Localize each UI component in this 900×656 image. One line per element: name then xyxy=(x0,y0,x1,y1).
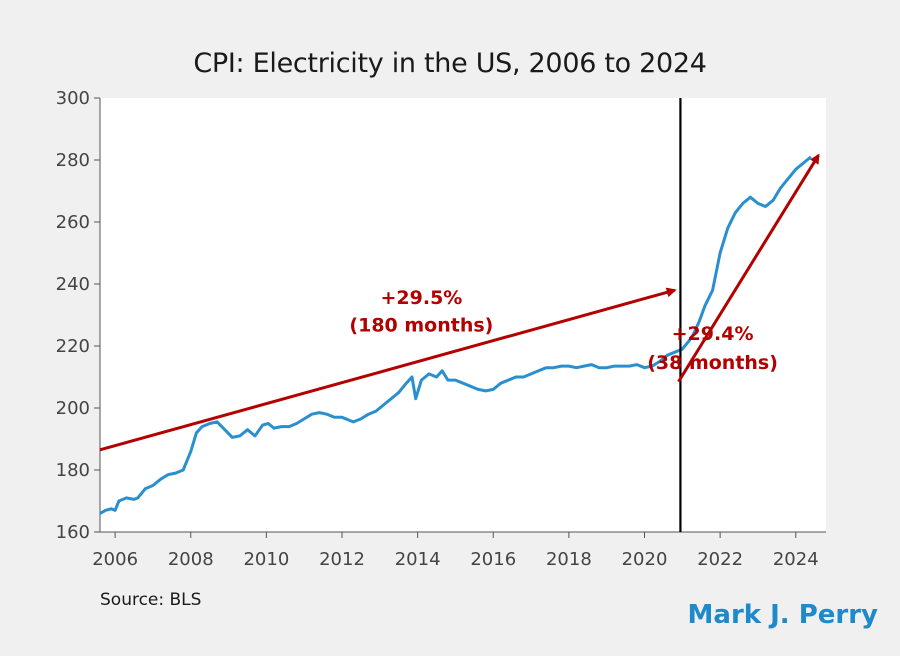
series-line xyxy=(99,155,812,515)
y-tick: 160 xyxy=(56,522,100,543)
y-tick: 260 xyxy=(56,212,100,233)
x-tick: 2010 xyxy=(243,532,289,570)
y-tick-label: 220 xyxy=(56,336,90,357)
chart-title: CPI: Electricity in the US, 2006 to 2024 xyxy=(193,48,707,79)
x-tick: 2024 xyxy=(773,532,819,570)
x-tick-label: 2010 xyxy=(243,549,289,570)
annotation-label: +29.4% xyxy=(672,323,754,345)
x-tick-label: 2014 xyxy=(395,549,441,570)
x-tick: 2014 xyxy=(395,532,441,570)
x-tick-label: 2018 xyxy=(546,549,592,570)
x-tick-label: 2016 xyxy=(470,549,516,570)
x-tick: 2006 xyxy=(92,532,138,570)
y-tick: 240 xyxy=(56,274,100,295)
y-tick-label: 280 xyxy=(56,150,90,171)
plot-background xyxy=(100,98,826,532)
x-axis: 2006 2008 2010 2012 2014 2016 2018 2020 2022 2024 xyxy=(92,531,826,570)
x-tick-label: 2020 xyxy=(622,549,668,570)
y-tick: 280 xyxy=(56,150,100,171)
y-tick-label: 160 xyxy=(56,522,90,543)
annotation-label: +29.5% xyxy=(380,287,462,309)
y-axis: 160 180 200 220 240 260 280 300 xyxy=(56,88,101,543)
x-tick-label: 2006 xyxy=(92,549,138,570)
trend-arrow xyxy=(677,153,820,383)
annotation-label: (38 months) xyxy=(647,352,778,374)
y-tick-label: 300 xyxy=(56,88,90,109)
x-tick: 2016 xyxy=(470,532,516,570)
trend-arrow xyxy=(99,287,677,452)
y-tick-label: 200 xyxy=(56,398,90,419)
y-tick: 300 xyxy=(56,88,100,109)
x-tick: 2008 xyxy=(168,532,214,570)
x-tick: 2018 xyxy=(546,532,592,570)
y-tick-label: 240 xyxy=(56,274,90,295)
x-tick-label: 2008 xyxy=(168,549,214,570)
x-tick-label: 2022 xyxy=(697,549,743,570)
y-tick-label: 260 xyxy=(56,212,90,233)
y-tick: 200 xyxy=(56,398,100,419)
annotation-label: (180 months) xyxy=(349,315,493,337)
y-tick: 180 xyxy=(56,460,100,481)
x-tick-label: 2012 xyxy=(319,549,365,570)
x-tick: 2022 xyxy=(697,532,743,570)
y-tick-label: 180 xyxy=(56,460,90,481)
author-credit: Mark J. Perry xyxy=(687,600,878,630)
x-tick: 2020 xyxy=(622,532,668,570)
y-tick: 220 xyxy=(56,336,100,357)
x-tick-label: 2024 xyxy=(773,549,819,570)
source-note: Source: BLS xyxy=(100,590,202,610)
annotation-layer: +29.5% (180 months) +29.4% (38 months) xyxy=(99,98,820,532)
series-layer xyxy=(99,155,812,515)
x-tick: 2012 xyxy=(319,532,365,570)
